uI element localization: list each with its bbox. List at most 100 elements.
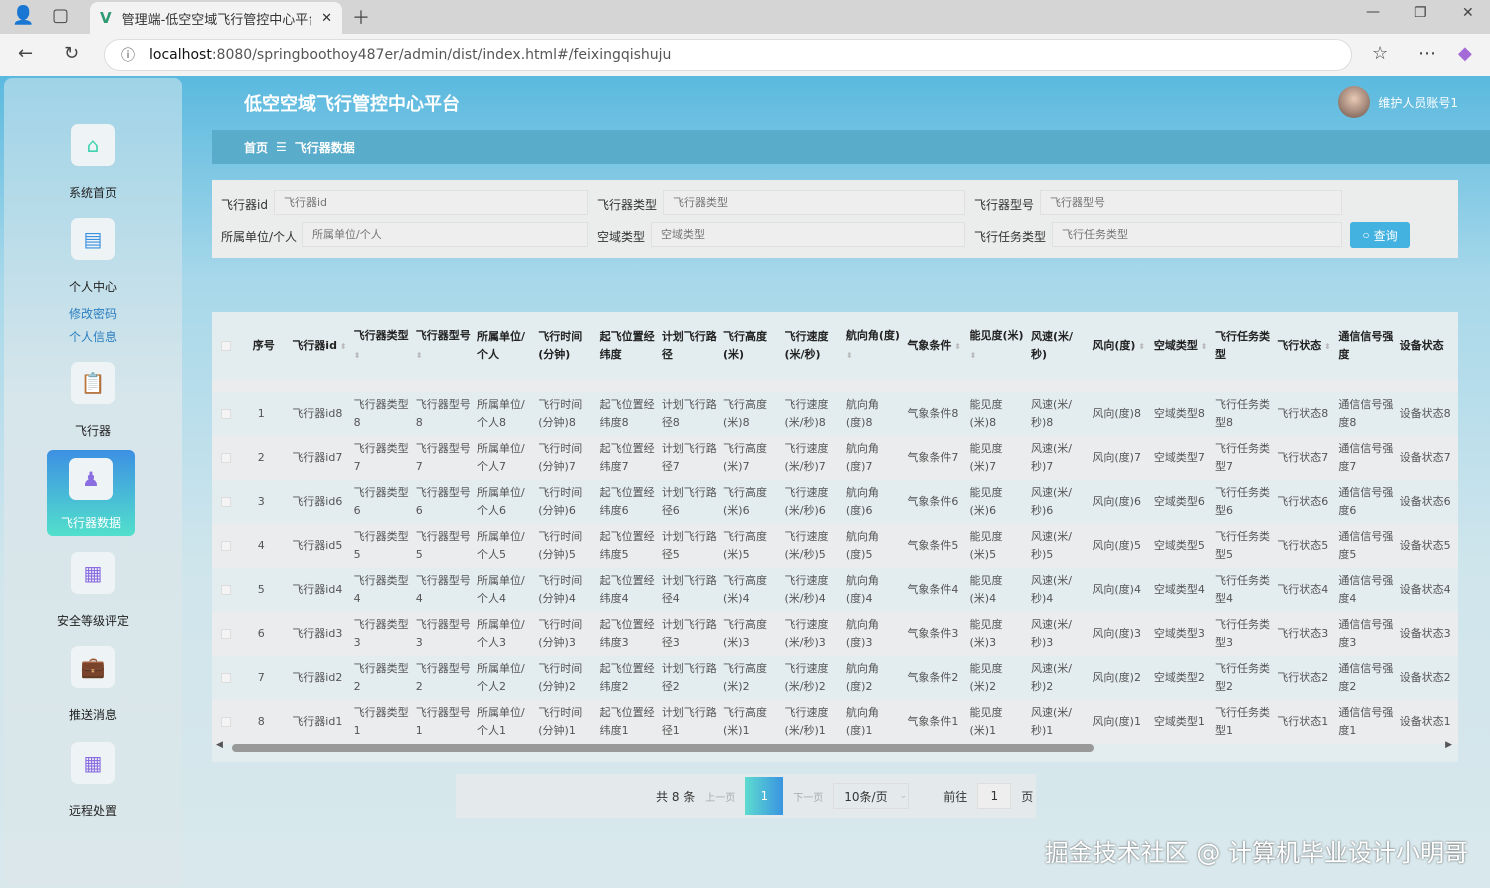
page-size-select[interactable]: 10条/页 ⌄: [833, 783, 910, 809]
table-cell: 气象条件7: [907, 451, 959, 464]
sort-icon[interactable]: ⬍: [845, 351, 853, 360]
table-row[interactable]: 4 飞行器id5 飞行器类型5 飞行器型号5 所属单位/个人5 飞行时间(分钟)5 起飞位置…: [212, 524, 1458, 568]
copilot-icon[interactable]: ◆: [1458, 43, 1472, 64]
scrollbar-thumb[interactable]: [232, 744, 1094, 752]
tab-actions-icon[interactable]: ▢: [52, 5, 70, 26]
column-header[interactable]: 航向角(度) ⬍: [845, 329, 900, 360]
sidebar-item-push-message[interactable]: 💼 推送消息: [4, 646, 182, 723]
table-cell: 航向角(度)2: [845, 662, 879, 693]
column-header[interactable]: 起飞位置经纬度: [599, 330, 655, 361]
row-checkbox[interactable]: [212, 612, 250, 656]
prev-page-button[interactable]: 上一页: [705, 792, 736, 804]
column-header[interactable]: 飞行任务类型: [1215, 330, 1271, 361]
row-checkbox[interactable]: [212, 436, 250, 480]
column-header[interactable]: 气象条件 ⬍: [907, 338, 961, 352]
row-checkbox[interactable]: [212, 392, 250, 436]
row-checkbox[interactable]: [212, 524, 250, 568]
aircraft-model-input[interactable]: [1040, 190, 1342, 215]
column-header[interactable]: 序号: [252, 339, 275, 352]
column-header[interactable]: 通信信号强度: [1338, 330, 1394, 361]
sort-icon[interactable]: ⬍: [353, 351, 361, 360]
breadcrumb-home[interactable]: 首页: [244, 140, 269, 155]
page-1-button[interactable]: 1: [745, 777, 784, 815]
table-cell: 飞行速度(米/秒)3: [784, 618, 829, 649]
table-cell: 飞行时间(分钟)5: [538, 530, 583, 561]
horizontal-scrollbar[interactable]: ◀ ▶: [212, 740, 1458, 754]
sort-icon[interactable]: ⬍: [951, 341, 961, 351]
table-cell: 气象条件6: [907, 495, 959, 508]
column-header[interactable]: 风向(度) ⬍: [1092, 338, 1145, 352]
table-cell: 飞行器类型3: [353, 618, 409, 649]
sort-icon[interactable]: ⬍: [1321, 341, 1331, 351]
table-cell: 计划飞行路径7: [661, 442, 717, 473]
restore-icon[interactable]: ❐: [1414, 5, 1427, 21]
column-header[interactable]: 飞行器id ⬍: [292, 338, 347, 352]
reload-icon[interactable]: ↻: [64, 43, 80, 64]
table-cell: 气象条件2: [907, 671, 959, 684]
table-cell: 所属单位/个人5: [476, 530, 525, 561]
column-header[interactable]: 飞行状态 ⬍: [1277, 338, 1331, 352]
sidebar-item-home[interactable]: ⌂ 系统首页: [4, 124, 182, 201]
column-header[interactable]: 风速(米/秒): [1030, 330, 1074, 361]
column-header[interactable]: 设备状态: [1399, 339, 1444, 352]
favorites-icon[interactable]: ☆: [1372, 43, 1389, 64]
row-checkbox[interactable]: [212, 700, 250, 744]
close-tab-icon[interactable]: ✕: [321, 10, 332, 26]
sort-icon[interactable]: ⬍: [1197, 341, 1208, 351]
sidebar-item-aircraft-data[interactable]: ♟ 飞行器数据: [47, 450, 135, 536]
sidebar-sub-personal-info[interactable]: 个人信息: [68, 330, 117, 344]
new-tab-icon[interactable]: ＋: [352, 8, 370, 29]
table-row[interactable]: 6 飞行器id3 飞行器类型3 飞行器型号3 所属单位/个人3 飞行时间(分钟)3 起飞位置…: [212, 612, 1458, 656]
airspace-type-input[interactable]: [651, 222, 965, 247]
sidebar-item-aircraft[interactable]: 📋 飞行器: [4, 362, 182, 439]
sort-icon[interactable]: ⬍: [1135, 341, 1145, 351]
row-checkbox[interactable]: [212, 480, 250, 524]
table-row[interactable]: 1 飞行器id8 飞行器类型8 飞行器型号8 所属单位/个人8 飞行时间(分钟)8 起飞位置…: [212, 392, 1458, 436]
scroll-right-icon[interactable]: ▶: [1445, 740, 1452, 750]
url-input[interactable]: ⓘ localhost:8080/springboothoy487er/admi…: [104, 39, 1352, 71]
owner-input[interactable]: [302, 222, 588, 247]
aircraft-id-input[interactable]: [274, 190, 588, 215]
table-cell: 起飞位置经纬度8: [599, 398, 655, 429]
sort-icon[interactable]: ⬍: [969, 351, 977, 360]
table-cell: 飞行器类型8: [353, 398, 409, 429]
column-header[interactable]: 能见度(米) ⬍: [969, 329, 1024, 360]
row-checkbox[interactable]: [212, 656, 250, 700]
table-row[interactable]: 7 飞行器id2 飞行器类型2 飞行器型号2 所属单位/个人2 飞行时间(分钟)2 起飞位置…: [212, 656, 1458, 700]
search-button[interactable]: ○ 查询: [1350, 222, 1410, 248]
column-header[interactable]: 飞行器型号 ⬍: [415, 329, 471, 360]
back-icon[interactable]: ←: [18, 43, 34, 64]
goto-page-input[interactable]: 1: [977, 783, 1012, 809]
sort-icon[interactable]: ⬍: [336, 341, 347, 351]
sidebar-item-safety-rating[interactable]: ▦ 安全等级评定: [4, 552, 182, 629]
table-row[interactable]: 2 飞行器id7 飞行器类型7 飞行器型号7 所属单位/个人7 飞行时间(分钟)7 起飞位置…: [212, 436, 1458, 480]
close-window-icon[interactable]: ✕: [1462, 5, 1474, 21]
column-header[interactable]: 计划飞行路径: [661, 330, 717, 361]
mission-type-input[interactable]: [1052, 222, 1342, 247]
table-row[interactable]: 3 飞行器id6 飞行器类型6 飞行器型号6 所属单位/个人6 飞行时间(分钟)6 起飞位置…: [212, 480, 1458, 524]
table-row[interactable]: 5 飞行器id4 飞行器类型4 飞行器型号4 所属单位/个人4 飞行时间(分钟)4 起飞位置…: [212, 568, 1458, 612]
sidebar-item-profile[interactable]: ▤ 个人中心 修改密码 个人信息: [4, 218, 182, 345]
more-icon[interactable]: ⋯: [1418, 43, 1436, 64]
table-cell: 所属单位/个人3: [476, 618, 525, 649]
sidebar-item-remote-disposal[interactable]: ▦ 远程处置: [4, 742, 182, 819]
sort-icon[interactable]: ⬍: [415, 351, 423, 360]
column-header[interactable]: 飞行高度(米): [723, 330, 768, 361]
browser-tab[interactable]: V 管理端-低空空域飞行管控中心平台 ✕: [90, 2, 342, 34]
row-checkbox[interactable]: [212, 568, 250, 612]
next-page-button[interactable]: 下一页: [793, 792, 824, 804]
sidebar-sub-change-password[interactable]: 修改密码: [68, 307, 117, 321]
aircraft-type-input[interactable]: [663, 190, 965, 215]
minimize-icon[interactable]: —: [1366, 4, 1380, 20]
profile-icon[interactable]: 👤: [12, 5, 35, 26]
info-icon[interactable]: ⓘ: [121, 48, 135, 64]
scroll-left-icon[interactable]: ◀: [216, 740, 223, 750]
column-header[interactable]: 飞行速度(米/秒): [784, 330, 829, 361]
table-row[interactable]: 8 飞行器id1 飞行器类型1 飞行器型号1 所属单位/个人1 飞行时间(分钟)1 起飞位置…: [212, 700, 1458, 744]
column-header[interactable]: 飞行时间(分钟): [538, 330, 583, 361]
column-header[interactable]: 空域类型 ⬍: [1153, 338, 1208, 352]
select-all-checkbox[interactable]: [212, 312, 250, 380]
user-menu[interactable]: 维护人员账号1: [1338, 86, 1458, 118]
column-header[interactable]: 所属单位/个人: [476, 330, 526, 361]
column-header[interactable]: 飞行器类型 ⬍: [353, 329, 409, 360]
